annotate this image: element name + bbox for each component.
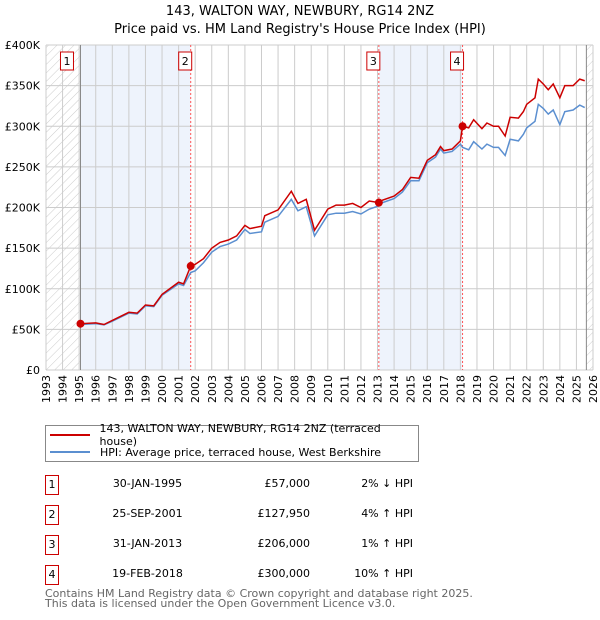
sale-row: 4 19-FEB-2018 £300,000 10% ↑ HPI (45, 565, 413, 585)
x-tick-label: 2024 (554, 375, 567, 403)
x-tick-label: 2017 (438, 375, 451, 403)
x-tick-label: 2021 (504, 375, 517, 403)
sale-point-4 (458, 122, 467, 131)
sale-hpi-diff: 4% ↑ HPI (361, 507, 413, 520)
sale-point-3 (374, 198, 383, 207)
x-tick-label: 2020 (488, 375, 501, 403)
chart-title: 143, WALTON WAY, NEWBURY, RG14 2NZ (165, 4, 435, 19)
footer: Contains HM Land Registry data © Crown c… (45, 587, 473, 610)
x-tick-label: 2007 (272, 375, 285, 403)
sale-date: 19-FEB-2018 (112, 567, 183, 580)
sale-marker-label: 1 (63, 55, 70, 68)
y-tick-label: £350K (5, 80, 41, 93)
sale-marker-box (450, 51, 465, 71)
footer-copyright: Contains HM Land Registry data © Crown c… (45, 587, 473, 600)
x-tick-label: 1997 (106, 375, 119, 403)
y-tick-label: £0 (26, 364, 40, 377)
sale-price: £206,000 (257, 537, 311, 550)
x-tick-label: 1995 (73, 375, 86, 403)
sale-marker-box (178, 51, 193, 71)
x-tick-label: 2019 (471, 375, 484, 403)
y-tick-label: £150K (5, 242, 41, 255)
sale-number: 3 (45, 535, 59, 555)
x-tick-label: 2012 (355, 375, 368, 403)
x-tick-label: 2009 (305, 375, 318, 403)
x-tick-label: 2005 (239, 375, 252, 403)
sale-hpi-diff: 1% ↑ HPI (361, 537, 413, 550)
x-tick-label: 2018 (454, 375, 467, 403)
sale-marker-label: 3 (370, 55, 377, 68)
x-tick-label: 2015 (405, 375, 418, 403)
x-tick-label: 2026 (587, 375, 600, 403)
sale-point-1 (76, 319, 85, 328)
legend-swatch-hpi (50, 451, 90, 453)
sale-hpi-diff: 2% ↓ HPI (361, 477, 413, 490)
y-tick-label: £300K (5, 120, 41, 133)
sale-price: £300,000 (257, 567, 311, 580)
y-tick-label: £250K (5, 161, 41, 174)
x-tick-label: 1994 (57, 375, 70, 403)
x-tick-label: 2000 (156, 375, 169, 403)
x-tick-label: 2016 (421, 375, 434, 403)
sale-number: 4 (45, 565, 59, 585)
x-tick-label: 2014 (388, 375, 401, 403)
x-tick-label: 2022 (521, 375, 534, 403)
x-tick-label: 2003 (206, 375, 219, 403)
y-tick-label: £100K (5, 283, 41, 296)
x-tick-label: 2002 (189, 375, 202, 403)
y-tick-label: £400K (5, 39, 41, 52)
x-tick-label: 2025 (570, 375, 583, 403)
x-tick-label: 2010 (322, 375, 335, 403)
sale-marker-label: 4 (454, 55, 461, 68)
sale-marker-label: 2 (182, 55, 189, 68)
sale-row: 3 31-JAN-2013 £206,000 1% ↑ HPI (45, 535, 413, 555)
legend-label-hpi: HPI: Average price, terraced house, West… (100, 445, 382, 459)
sale-marker-box (366, 51, 381, 71)
x-tick-label: 1999 (139, 375, 152, 403)
y-tick-label: £200K (5, 202, 41, 215)
x-tick-label: 2023 (537, 375, 550, 403)
footer-licence: This data is licensed under the Open Gov… (45, 597, 396, 610)
chart-legend: 143, WALTON WAY, NEWBURY, RG14 2NZ (terr… (45, 422, 419, 462)
x-tick-label: 2006 (255, 375, 268, 403)
sale-date: 25-SEP-2001 (112, 507, 183, 520)
x-tick-label: 2001 (173, 375, 186, 403)
legend-label-property: 143, WALTON WAY, NEWBURY, RG14 2NZ (terr… (99, 422, 381, 448)
sale-row: 1 30-JAN-1995 £57,000 2% ↓ HPI (45, 475, 413, 495)
x-tick-label: 2004 (222, 375, 235, 403)
sale-date: 30-JAN-1995 (112, 477, 183, 490)
x-tick-label: 2011 (338, 375, 351, 403)
sale-date: 31-JAN-2013 (112, 537, 183, 550)
sale-price: £57,000 (264, 477, 311, 490)
y-tick-label: £50K (12, 323, 41, 336)
sale-row: 2 25-SEP-2001 £127,950 4% ↑ HPI (45, 505, 413, 525)
chart-subtitle: Price paid vs. HM Land Registry's House … (114, 22, 486, 37)
sale-number: 2 (45, 505, 59, 525)
x-tick-label: 1993 (40, 375, 53, 403)
sale-point-2 (186, 262, 195, 271)
legend-swatch-property (50, 434, 90, 436)
sale-hpi-diff: 10% ↑ HPI (354, 567, 413, 580)
x-tick-label: 2013 (372, 375, 385, 403)
x-tick-label: 1996 (90, 375, 103, 403)
sale-price: £127,950 (257, 507, 311, 520)
price-chart: 1993 1994 1995 1996 1997 1998 1999 2000 2001 2002… (5, 39, 600, 403)
x-tick-label: 2008 (289, 375, 302, 403)
x-tick-label: 1998 (123, 375, 136, 403)
sale-marker-box (59, 51, 74, 71)
sale-number: 1 (45, 475, 59, 495)
